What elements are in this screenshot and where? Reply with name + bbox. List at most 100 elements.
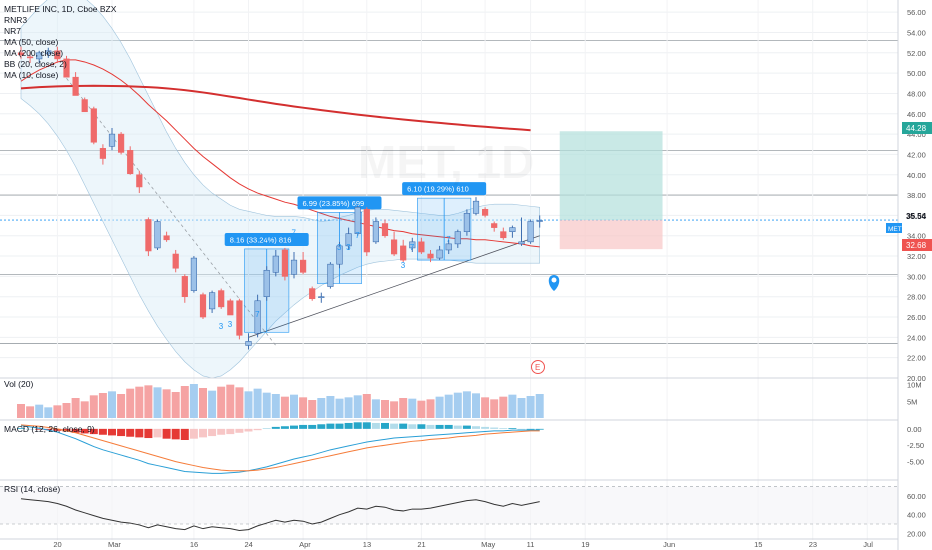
volume-bar	[226, 384, 235, 418]
price-badge-label: 35.54	[906, 212, 927, 221]
candle-up	[36, 52, 43, 60]
candle-up	[454, 231, 461, 245]
volume-bar	[180, 386, 189, 418]
candle-up	[372, 221, 380, 243]
grid-lines	[0, 0, 898, 540]
candle-up	[518, 241, 525, 245]
legend-item-rnr3[interactable]: RNR3	[4, 15, 27, 25]
candle-down	[172, 253, 179, 269]
legend-item-bb[interactable]: BB (20, close, 2)	[4, 59, 67, 69]
nr-label: 7	[255, 310, 260, 319]
volume-bar	[481, 397, 490, 418]
price-tick-label: 56.00	[907, 8, 926, 17]
nr-label: 7	[292, 229, 297, 238]
price-axis[interactable]: 20.00 22.00 24.00 26.00 28.00 30.00 32.00 34.00…	[897, 0, 926, 550]
earnings-marker[interactable]: E	[531, 360, 545, 374]
nr-label: 7	[264, 233, 269, 242]
legend-item-nr7[interactable]: NR7	[4, 26, 21, 36]
macd-histogram-bar	[317, 424, 326, 429]
price-tick-label: 32.00	[907, 252, 926, 261]
time-tick-label: 20	[53, 540, 61, 549]
macd-histogram-bar	[126, 428, 135, 437]
volume-bar	[371, 399, 380, 418]
nr-label: 3	[337, 243, 342, 252]
macd-histogram-bar	[535, 428, 544, 430]
volume-bar	[253, 388, 262, 418]
volume-bar	[335, 398, 344, 418]
volume-bar	[108, 391, 116, 418]
macd-histogram-bar	[499, 428, 508, 430]
macd-histogram-bar	[262, 428, 271, 430]
time-axis[interactable]: 1120Mar1624Apr1321May1119Jun1523Jul	[0, 538, 898, 549]
macd-histogram-bar	[453, 425, 462, 429]
stop-zone	[559, 220, 663, 250]
price-tick-label: 52.00	[907, 49, 926, 58]
volume-bar	[217, 386, 226, 418]
ma50-line	[20, 59, 540, 248]
price-tick-label: 40.00	[907, 171, 926, 180]
macd-histogram-bar	[526, 428, 535, 430]
rsi-tick-label: 40.00	[907, 511, 926, 520]
volume-bar	[417, 400, 426, 418]
macd-histogram-bar	[362, 422, 371, 429]
candle-down	[145, 219, 152, 252]
volume-bar	[517, 398, 526, 418]
volume-bar	[408, 398, 417, 418]
macd-histogram-bar	[253, 428, 262, 431]
volume-bar	[344, 397, 353, 418]
earnings-marker-label: E	[535, 363, 540, 372]
range-label: 8.16 (33.24%) 816	[230, 235, 292, 244]
volume-bar	[144, 385, 153, 418]
macd-histogram-bar	[472, 426, 480, 429]
time-tick-label: Jul	[863, 540, 873, 549]
legend-item-ma200[interactable]: MA (200, close)	[4, 48, 63, 58]
macd-histogram-bar	[290, 425, 298, 429]
macd-histogram-bar	[508, 428, 517, 430]
price-tick-label: 24.00	[907, 333, 926, 342]
volume-tick-label: 10M	[907, 381, 922, 390]
candle-down	[381, 223, 389, 237]
candle-down	[500, 231, 507, 239]
candle-up	[108, 133, 116, 147]
nr-label: 7	[355, 231, 360, 240]
time-tick-label: 24	[245, 540, 253, 549]
time-tick-label: 21	[417, 540, 425, 549]
candle-up	[209, 292, 216, 310]
time-tick-label: 13	[363, 540, 371, 549]
volume-bar	[262, 392, 271, 418]
legend-item-ma50[interactable]: MA (50, close)	[4, 37, 58, 47]
candle-up	[463, 213, 471, 232]
candle-up	[472, 200, 480, 214]
price-tick-label: 46.00	[907, 110, 926, 119]
candle-up	[290, 259, 298, 275]
volume-bar	[53, 405, 62, 418]
time-tick-label: 19	[581, 540, 589, 549]
legend-title: METLIFE INC, 1D, Cboe BZX	[4, 4, 117, 14]
macd-histogram-bar	[98, 428, 107, 435]
macd-histogram-bar	[244, 428, 253, 432]
macd-pane	[0, 419, 898, 474]
legend-item-ma10[interactable]: MA (10, close)	[4, 70, 58, 80]
volume-bar	[462, 391, 471, 418]
candle-up	[336, 245, 343, 265]
macd-histogram-bar	[226, 428, 235, 435]
candle-down	[63, 58, 70, 78]
alert-pin-icon[interactable]	[548, 275, 560, 291]
time-tick-label: Mar	[108, 540, 121, 549]
macd-histogram-bar	[444, 424, 453, 429]
risk-reward-zones	[559, 131, 663, 250]
volume-bar	[189, 384, 198, 418]
macd-histogram-bar	[44, 428, 53, 431]
candle-down	[99, 148, 106, 159]
range-label-bg	[402, 182, 487, 196]
candle-down	[309, 288, 316, 300]
macd-pane-title: MACD (12, 26, close, 9)	[4, 424, 95, 434]
candle-up	[45, 50, 52, 55]
range-annotations: 8.16 (33.24%) 816 6.99 (23.85%) 699 6.10 (…	[224, 182, 487, 333]
candle-down	[81, 99, 88, 113]
macd-histogram-bar	[35, 428, 44, 430]
candle-down	[481, 209, 489, 216]
candle-down	[236, 300, 243, 336]
